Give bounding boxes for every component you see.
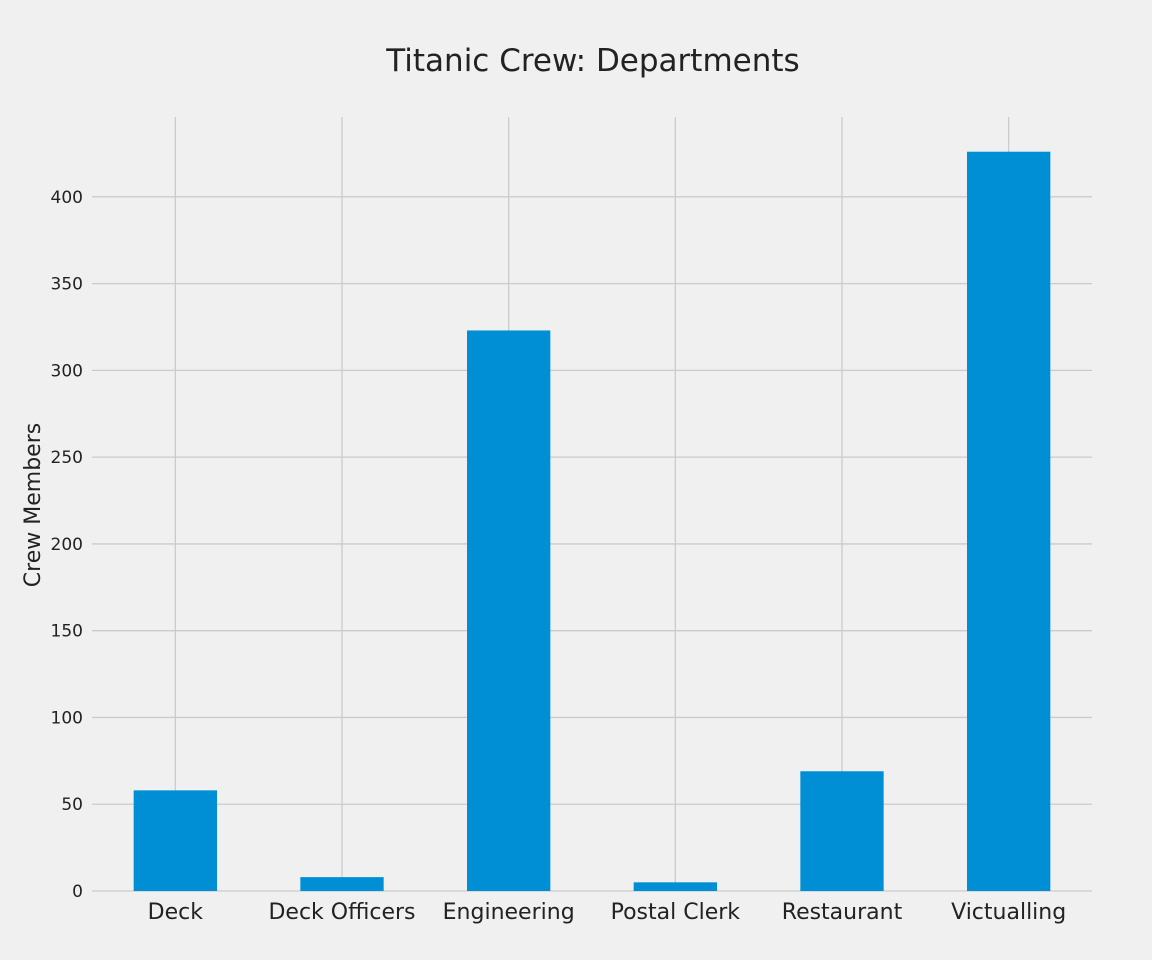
y-tick-label: 250 xyxy=(51,448,83,468)
y-tick-label: 0 xyxy=(72,882,83,902)
x-tick-label: Victualling xyxy=(951,900,1066,925)
x-tick-label: Restaurant xyxy=(782,900,903,925)
chart-title: Titanic Crew: Departments xyxy=(385,43,799,79)
bar xyxy=(967,151,1051,892)
y-axis-label: Crew Members xyxy=(21,423,46,587)
bar xyxy=(467,330,551,891)
x-tick-label: Deck Officers xyxy=(268,900,415,925)
y-tick-label: 50 xyxy=(61,795,83,815)
x-axis-ticks: Deck Deck Officers Engineering Postal Clerk… xyxy=(148,900,1067,925)
x-tick-label: Postal Clerk xyxy=(611,900,741,925)
y-tick-label: 100 xyxy=(51,708,83,728)
x-tick-label: Deck xyxy=(148,900,204,925)
y-tick-label: 350 xyxy=(51,275,83,295)
bar xyxy=(800,771,884,891)
x-tick-label: Engineering xyxy=(443,900,575,925)
grid-lines xyxy=(92,117,1092,892)
y-tick-label: 300 xyxy=(51,361,83,381)
bar xyxy=(633,882,717,891)
y-tick-label: 400 xyxy=(51,188,83,208)
y-tick-label: 200 xyxy=(51,535,83,555)
bar xyxy=(300,877,384,891)
y-tick-label: 150 xyxy=(51,622,83,642)
bar xyxy=(133,790,217,891)
y-axis-ticks: 0 50 100 150 200 250 300 350 400 xyxy=(51,188,83,902)
bars xyxy=(133,151,1051,892)
